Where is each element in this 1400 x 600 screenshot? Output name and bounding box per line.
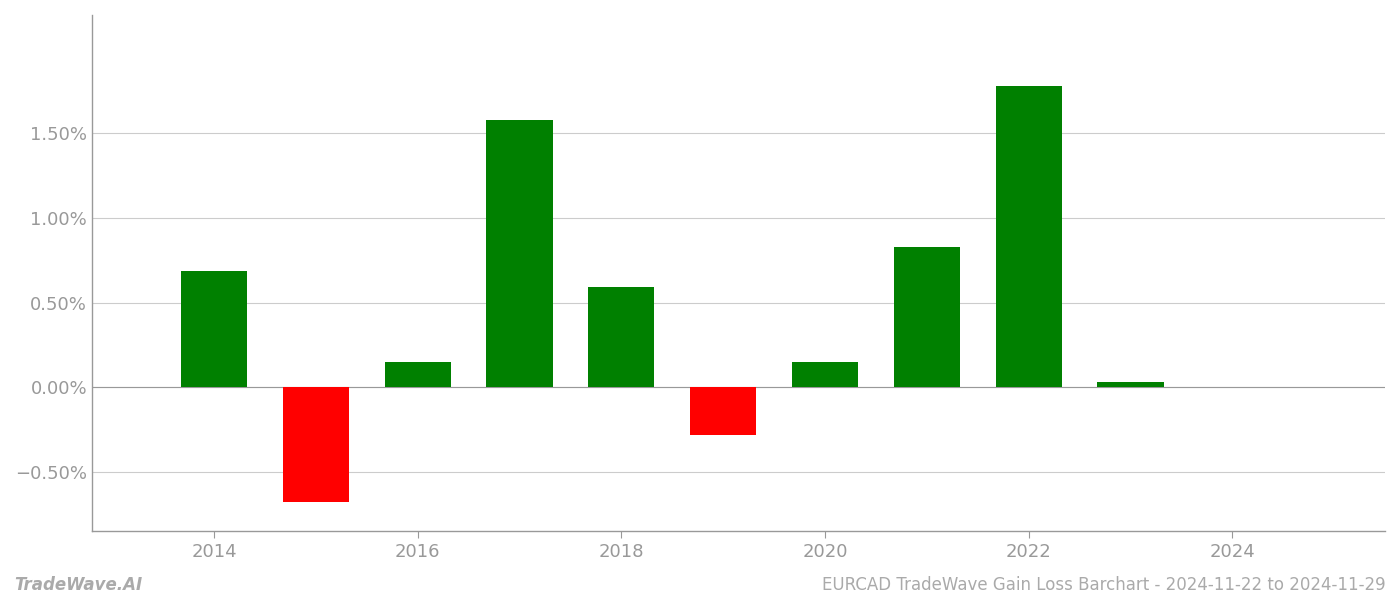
Bar — [690, 388, 756, 435]
Bar — [385, 362, 451, 388]
Bar — [283, 388, 349, 502]
Bar — [486, 120, 553, 388]
Bar — [1098, 382, 1163, 388]
Bar — [181, 271, 248, 388]
Bar — [995, 86, 1061, 388]
Bar — [588, 287, 654, 388]
Bar — [893, 247, 960, 388]
Text: EURCAD TradeWave Gain Loss Barchart - 2024-11-22 to 2024-11-29: EURCAD TradeWave Gain Loss Barchart - 20… — [822, 576, 1386, 594]
Text: TradeWave.AI: TradeWave.AI — [14, 576, 143, 594]
Bar — [792, 362, 858, 388]
